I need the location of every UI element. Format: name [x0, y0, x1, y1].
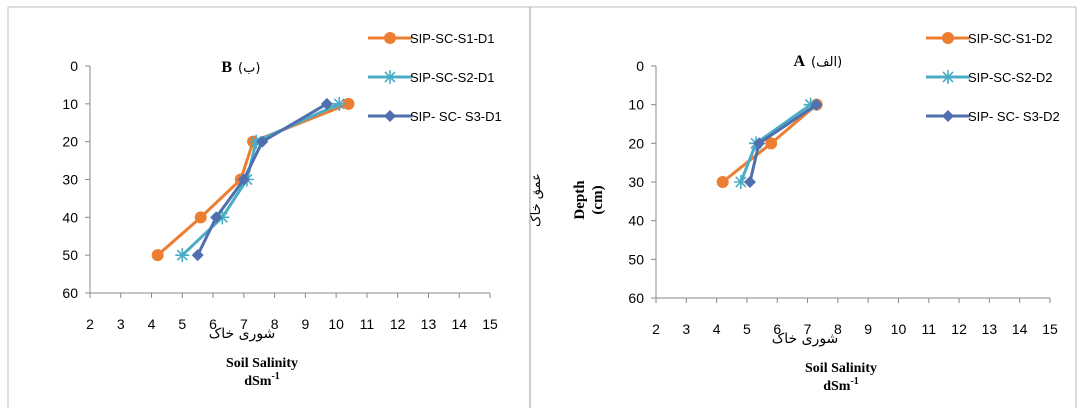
- data-point: [332, 96, 347, 111]
- x-tick-label: 7: [804, 321, 812, 337]
- data-point: [256, 135, 269, 148]
- x-axis-unit: dSm-1: [823, 376, 859, 394]
- y-axis-label-persian: عمق خاک: [529, 173, 544, 227]
- x-tick-label: 10: [891, 321, 907, 337]
- x-tick-label: 15: [482, 316, 498, 332]
- x-tick-label: 2: [86, 316, 94, 332]
- x-axis-label: Soil Salinity: [805, 361, 877, 376]
- data-point: [743, 176, 756, 188]
- x-tick-label: 13: [982, 321, 998, 337]
- x-axis-unit-base: dSm: [823, 379, 851, 394]
- data-point: [151, 249, 164, 262]
- data-point: [249, 134, 264, 149]
- y-tick-label: 50: [62, 247, 78, 263]
- x-axis-label-persian: شوری خاک: [209, 326, 276, 342]
- x-axis-label: Soil Salinity: [226, 356, 298, 371]
- y-tick-label: 30: [62, 172, 78, 188]
- data-point: [210, 211, 223, 224]
- x-axis-unit-base: dSm: [244, 374, 272, 389]
- chart-title: A: [793, 53, 805, 70]
- legend-swatch-marker: [941, 70, 955, 84]
- x-tick-label: 12: [951, 321, 967, 337]
- chart-panel-a: 0 10 20 30 40 50 60 2 3 4 5 6 7 8 9 10 11 12 13 14 15 A (الف) ش…: [529, 31, 1060, 394]
- legend-swatch-marker: [942, 110, 954, 122]
- data-point: [191, 249, 204, 262]
- data-point: [733, 175, 748, 189]
- y-tick-label: 60: [628, 290, 644, 306]
- data-point: [215, 210, 230, 225]
- legend-label: SIP- SC- S3-D2: [968, 109, 1060, 124]
- x-tick-label: 5: [178, 316, 186, 332]
- y-tick-label: 60: [62, 285, 78, 301]
- legend-label: SIP-SC-S2-D1: [410, 70, 495, 85]
- x-tick-label: 10: [328, 316, 344, 332]
- y-tick-label: 40: [62, 209, 78, 225]
- data-point: [716, 176, 729, 188]
- x-axis-unit-superscript: -1: [850, 376, 858, 387]
- data-point: [342, 97, 355, 110]
- x-tick-label: 5: [743, 321, 751, 337]
- y-tick-label: 50: [628, 251, 644, 267]
- x-axis-unit-superscript: -1: [271, 371, 279, 382]
- chart-title: B: [221, 59, 232, 76]
- data-point: [803, 97, 818, 112]
- chart-panel-b: 0 10 20 30 40 50 60 2 3 4 5 6 7 8 9 10 11 12 13 14 15 B (ب) شور…: [62, 31, 501, 389]
- y-tick-label: 10: [628, 97, 644, 113]
- y-tick-label: 0: [636, 58, 644, 74]
- legend-swatch-marker: [384, 110, 396, 122]
- y-tick-label: 20: [628, 135, 644, 151]
- x-tick-label: 14: [451, 316, 467, 332]
- y-tick-label: 0: [70, 58, 78, 74]
- data-point: [237, 173, 250, 186]
- x-tick-label: 6: [209, 316, 217, 332]
- x-tick-label: 11: [360, 316, 375, 332]
- data-point: [810, 98, 823, 111]
- x-tick-label: 11: [921, 321, 936, 337]
- x-tick-label: 6: [773, 321, 781, 337]
- x-tick-label: 8: [271, 316, 279, 332]
- y-tick-label: 10: [62, 96, 78, 112]
- legend-label: SIP-SC-S2-D2: [968, 70, 1053, 85]
- data-point: [753, 137, 766, 150]
- x-tick-label: 13: [421, 316, 437, 332]
- x-tick-label: 14: [1012, 321, 1028, 337]
- legend-swatch-marker: [384, 32, 396, 44]
- x-axis-label-persian: شوری خاک: [772, 331, 839, 347]
- y-tick-label: 40: [628, 213, 644, 229]
- legend-swatch-marker: [942, 32, 954, 44]
- data-point: [765, 137, 778, 150]
- x-tick-label: 3: [117, 316, 125, 332]
- x-tick-label: 4: [713, 321, 721, 337]
- data-point: [194, 211, 207, 224]
- x-tick-label: 9: [301, 316, 309, 332]
- legend-label: SIP-SC-S1-D2: [968, 31, 1053, 46]
- x-tick-label: 12: [390, 316, 406, 332]
- y-tick-label: 30: [628, 174, 644, 190]
- y-axis-unit: (cm): [590, 185, 606, 214]
- chart-title-persian: (ب): [238, 61, 260, 76]
- legend-label: SIP- SC- S3-D1: [410, 109, 502, 124]
- y-axis-label: Depth: [572, 180, 588, 220]
- x-tick-label: 4: [148, 316, 156, 332]
- x-tick-label: 9: [864, 321, 872, 337]
- data-point: [320, 97, 333, 110]
- x-tick-label: 3: [682, 321, 690, 337]
- data-point: [175, 248, 190, 263]
- x-tick-label: 7: [240, 316, 248, 332]
- legend-swatch-marker: [383, 70, 397, 84]
- x-axis-unit: dSm-1: [244, 371, 280, 389]
- x-tick-label: 8: [834, 321, 842, 337]
- legend-label: SIP-SC-S1-D1: [410, 31, 495, 46]
- y-tick-label: 20: [62, 134, 78, 150]
- chart-title-persian: (الف): [811, 55, 842, 70]
- x-tick-label: 15: [1042, 321, 1058, 337]
- x-tick-label: 2: [652, 321, 660, 337]
